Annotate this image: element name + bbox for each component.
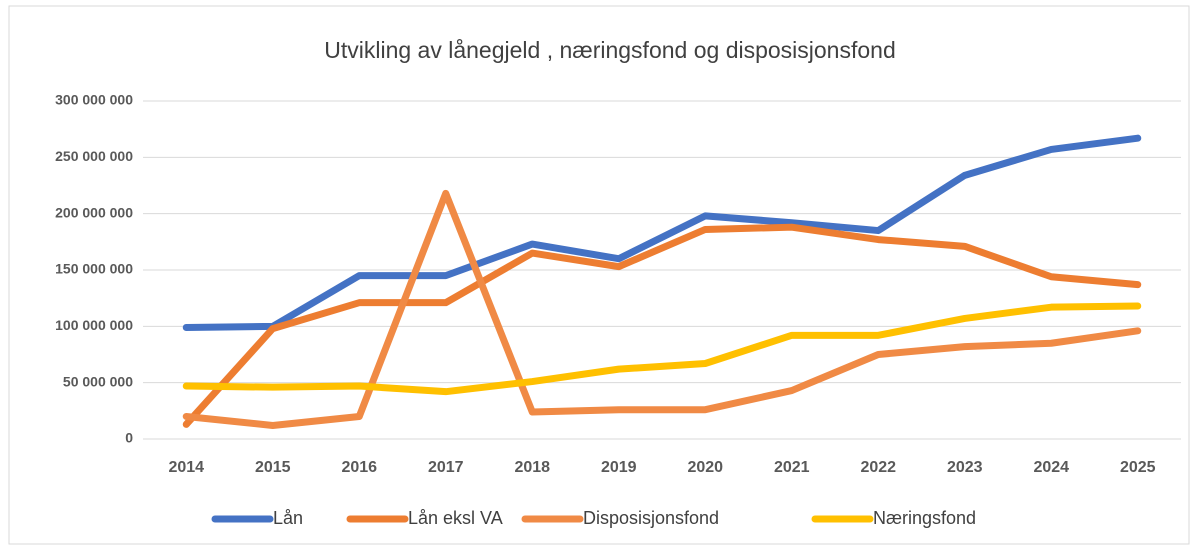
y-tick-label: 150 000 000: [55, 261, 133, 277]
y-tick-label: 250 000 000: [55, 148, 133, 164]
data-line: [182, 302, 1142, 396]
legend-label: Næringsfond: [873, 508, 976, 528]
x-tick-label: 2019: [601, 459, 637, 476]
x-tick-label: 2023: [947, 459, 983, 476]
legend-label: Disposisjonsfond: [583, 508, 719, 528]
x-tick-label: 2025: [1120, 459, 1156, 476]
y-tick-label: 100 000 000: [55, 317, 133, 333]
legend-label: Lån eksl VA: [408, 508, 503, 528]
x-tick-label: 2018: [514, 459, 550, 476]
x-tick-label: 2024: [1033, 459, 1069, 476]
y-tick-label: 300 000 000: [55, 92, 133, 108]
x-tick-label: 2017: [428, 459, 464, 476]
x-tick-label: 2020: [687, 459, 723, 476]
x-tick-label: 2015: [255, 459, 291, 476]
data-line: [182, 189, 1142, 429]
data-line: [182, 134, 1142, 331]
y-tick-label: 200 000 000: [55, 204, 133, 220]
chart-title: Utvikling av lånegjeld , næringsfond og …: [324, 37, 896, 63]
chart-frame: [8, 5, 1190, 545]
x-tick-label: 2014: [168, 459, 204, 476]
legend-label: Lån: [273, 508, 303, 528]
data-line: [182, 223, 1142, 428]
y-tick-label: 0: [125, 430, 133, 446]
x-tick-label: 2021: [774, 459, 810, 476]
y-tick-label: 50 000 000: [63, 373, 133, 389]
x-tick-label: 2022: [860, 459, 896, 476]
x-tick-label: 2016: [341, 459, 377, 476]
